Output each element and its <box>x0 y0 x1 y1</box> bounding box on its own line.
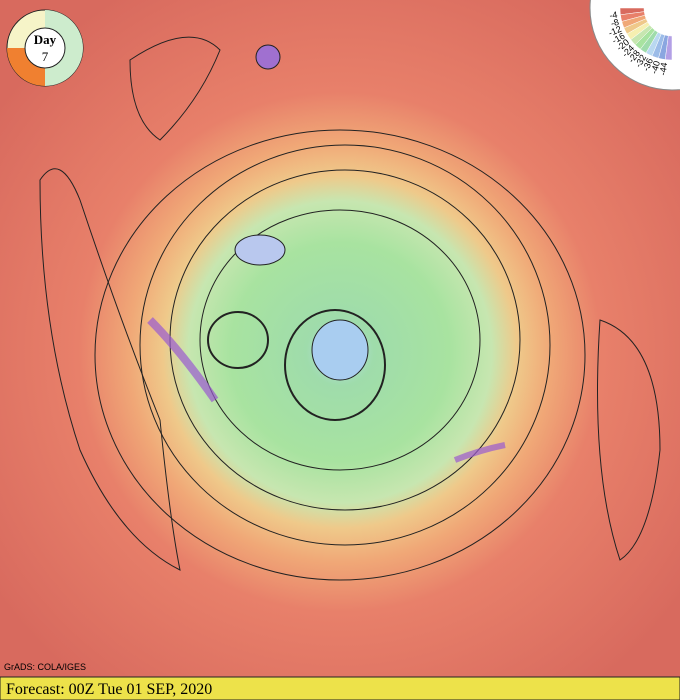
forecast-label: Forecast: 00Z Tue 01 SEP, 2020 <box>6 681 212 698</box>
legend-label: -8 <box>610 17 620 29</box>
legend-label: -40 <box>649 60 662 75</box>
day-dial: Day 7 <box>6 9 84 87</box>
contours <box>39 36 661 581</box>
day-label: Day <box>34 32 57 47</box>
legend-swatch <box>664 35 673 61</box>
legend-label: -44 <box>658 62 670 76</box>
day-number: 7 <box>42 49 49 64</box>
footer-bar <box>0 676 680 700</box>
color-legend: -4-8-12-16-20-24-28-32-36-40-44 <box>589 0 680 91</box>
credit: GrADS: COLA/IGES <box>4 662 86 672</box>
legend-label: -12 <box>607 24 623 38</box>
legend-label: -36 <box>641 57 655 73</box>
legend-label: -4 <box>609 10 618 21</box>
